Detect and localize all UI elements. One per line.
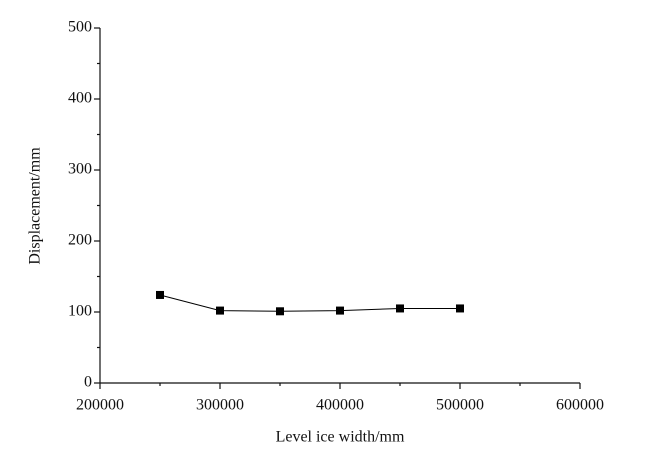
data-point bbox=[276, 307, 284, 316]
y-tick-label: 400 bbox=[68, 90, 92, 107]
y-tick-label: 100 bbox=[68, 303, 92, 320]
x-tick-label: 200000 bbox=[76, 397, 124, 414]
y-axis-label: Displacement/mm bbox=[27, 147, 44, 265]
data-point bbox=[156, 290, 164, 299]
x-tick-label: 300000 bbox=[196, 397, 244, 414]
data-point bbox=[456, 304, 464, 313]
y-tick-label: 300 bbox=[68, 161, 92, 178]
x-tick-label: 600000 bbox=[556, 397, 604, 414]
x-axis-label: Level ice width/mm bbox=[276, 429, 405, 446]
y-tick-label: 200 bbox=[68, 232, 92, 249]
x-tick-label: 500000 bbox=[436, 397, 484, 414]
series-line bbox=[159, 294, 460, 312]
data-point bbox=[336, 306, 344, 315]
y-tick-label: 0 bbox=[84, 374, 92, 391]
x-tick-label: 400000 bbox=[316, 397, 364, 414]
data-point bbox=[396, 304, 404, 313]
data-point bbox=[216, 306, 224, 315]
y-tick-label: 500 bbox=[68, 19, 92, 36]
